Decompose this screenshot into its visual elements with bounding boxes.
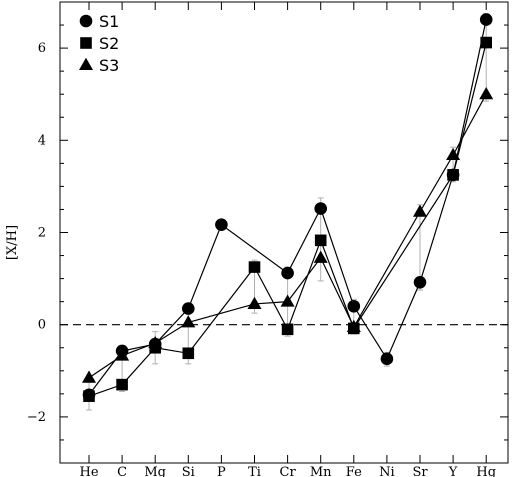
data-point-s2: [314, 234, 327, 247]
data-point-s1: [281, 266, 294, 280]
data-point-s1: [347, 299, 361, 313]
legend-marker-s3: [79, 57, 93, 70]
y-tick-label: 0: [38, 318, 46, 333]
data-point-s1: [314, 202, 328, 215]
legend-marker-s2: [80, 37, 92, 49]
x-tick-label: Mn: [310, 465, 332, 477]
x-tick-label: Si: [182, 465, 195, 477]
legend: S1 S2 S3: [79, 12, 119, 75]
x-tick-label: Mg: [144, 465, 166, 477]
y-tick-label: 2: [38, 226, 46, 241]
data-point-s2: [83, 390, 95, 402]
data-point-s2: [248, 261, 261, 273]
x-tick-label: C: [117, 465, 127, 477]
data-point-s3: [115, 348, 130, 361]
y-tick-label: 6: [38, 41, 46, 56]
x-tick-label: Hg: [476, 465, 496, 477]
data-point-s3: [413, 204, 427, 217]
series-line-s2: [88, 42, 487, 397]
data-point-s3: [148, 335, 163, 349]
legend-label-s3: S3: [99, 56, 119, 75]
legend-marker-s1: [79, 14, 93, 28]
data-point-s2: [116, 378, 128, 391]
x-tick-label: Fe: [346, 465, 362, 477]
x-tick-label: He: [79, 465, 98, 477]
y-axis-ticks: −2 0 2 4 6: [27, 1, 508, 464]
y-tick-label: 4: [38, 133, 46, 148]
series-markers: [82, 13, 494, 402]
data-point-s1: [479, 13, 493, 26]
legend-label-s1: S1: [99, 12, 119, 31]
x-tick-label: Ni: [379, 465, 395, 477]
x-tick-label: Y: [448, 465, 458, 477]
data-point-s3: [479, 87, 494, 100]
y-tick-label: −2: [27, 410, 46, 425]
data-point-s2: [182, 347, 195, 360]
data-point-s3: [280, 294, 295, 307]
x-axis-ticks: He C Mg Si P Ti Cr Mn Fe Ni Sr Y Hg: [79, 2, 496, 477]
data-point-s1: [380, 352, 394, 366]
data-point-s3: [181, 315, 196, 328]
data-point-s3: [247, 296, 262, 309]
data-point-s3: [446, 147, 461, 161]
data-point-s1: [413, 275, 427, 289]
x-tick-label: Ti: [248, 465, 261, 477]
x-tick-label: Sr: [412, 465, 428, 477]
data-point-s2: [447, 169, 459, 181]
x-tick-label: P: [217, 465, 226, 477]
series-lines: [88, 19, 487, 397]
data-point-s2: [281, 323, 294, 336]
legend-label-s2: S2: [99, 34, 119, 53]
x-tick-label: Cr: [280, 465, 297, 477]
data-point-s1: [215, 218, 228, 231]
data-point-s2: [480, 36, 492, 49]
data-point-s3: [346, 319, 361, 333]
data-point-s3: [313, 250, 328, 263]
data-point-s1: [182, 302, 195, 315]
data-point-s3: [82, 370, 96, 383]
series-line-s1: [88, 19, 487, 396]
y-axis-label: [X/H]: [5, 225, 20, 260]
plot-frame: [59, 1, 509, 464]
